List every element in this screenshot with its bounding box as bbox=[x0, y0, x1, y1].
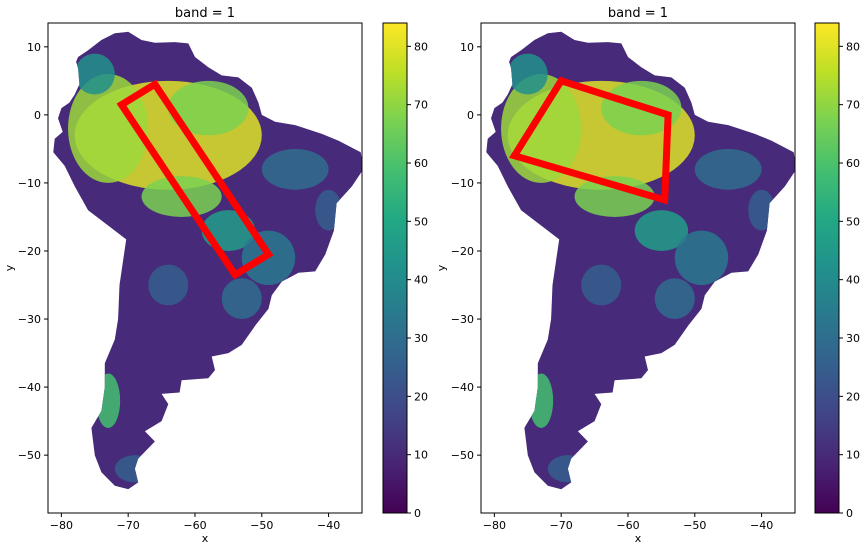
panel-title: band = 1 bbox=[175, 6, 235, 21]
selection-polygon bbox=[508, 76, 672, 205]
y-tick-label: −30 bbox=[451, 313, 474, 326]
value-region bbox=[315, 189, 342, 231]
value-region bbox=[529, 373, 554, 428]
y-tick-label: −10 bbox=[451, 177, 474, 190]
panel-title: band = 1 bbox=[608, 6, 668, 21]
x-axis-ticks: −80 −70 −60 −50 −40 bbox=[50, 513, 340, 532]
value-region bbox=[507, 53, 548, 95]
y-tick-label: 10 bbox=[460, 41, 474, 54]
colorbar bbox=[814, 22, 840, 514]
value-region bbox=[581, 264, 622, 306]
y-axis-ticks: 10 0 −10 −20 −30 −40 −50 bbox=[451, 41, 481, 462]
y-tick-label: −20 bbox=[18, 245, 41, 258]
colorbar-tick-label: 60 bbox=[414, 157, 428, 170]
colorbar bbox=[382, 22, 408, 514]
colorbar-tick-label: 50 bbox=[846, 215, 860, 228]
colorbar-tick-label: 70 bbox=[414, 99, 428, 112]
value-region bbox=[748, 189, 775, 231]
value-region bbox=[694, 148, 762, 190]
y-tick-label: −20 bbox=[451, 245, 474, 258]
plot-frame bbox=[47, 22, 363, 514]
y-tick-label: −30 bbox=[18, 313, 41, 326]
x-tick-label: −60 bbox=[183, 519, 206, 532]
colorbar-tick-label: 80 bbox=[414, 40, 428, 53]
x-tick-label: −40 bbox=[317, 519, 340, 532]
y-tick-label: −10 bbox=[18, 177, 41, 190]
panel-right: band = 1 −80 −70 −60 −50 −40 10 0 −10 −20 −30 −40… bbox=[435, 6, 860, 545]
colorbar-tick-label: 10 bbox=[846, 449, 860, 462]
x-axis-label: x bbox=[202, 532, 209, 545]
value-region bbox=[261, 148, 329, 190]
heatmap-plot bbox=[53, 31, 362, 490]
value-region bbox=[547, 455, 588, 483]
value-region bbox=[74, 53, 115, 95]
y-axis-label: y bbox=[3, 264, 16, 271]
land-raster bbox=[53, 31, 362, 490]
y-tick-label: −40 bbox=[451, 381, 474, 394]
x-axis-ticks: −80 −70 −60 −50 −40 bbox=[483, 513, 773, 532]
selection-polygon bbox=[116, 79, 274, 280]
land-raster bbox=[486, 31, 795, 490]
y-tick-label: −50 bbox=[18, 449, 41, 462]
x-tick-label: −40 bbox=[750, 519, 773, 532]
colorbar-tick-label: 20 bbox=[846, 390, 860, 403]
colorbar-tick-label: 80 bbox=[846, 40, 860, 53]
value-region bbox=[674, 230, 729, 286]
x-tick-label: −50 bbox=[250, 519, 273, 532]
y-axis-label: y bbox=[435, 264, 448, 271]
colorbar-tick-label: 60 bbox=[846, 157, 860, 170]
value-region bbox=[574, 176, 655, 217]
x-tick-label: −70 bbox=[117, 519, 140, 532]
value-region bbox=[634, 210, 689, 251]
colorbar-tick-label: 50 bbox=[414, 215, 428, 228]
colorbar-tick-label: 30 bbox=[846, 332, 860, 345]
x-tick-label: −60 bbox=[616, 519, 639, 532]
value-region bbox=[221, 278, 262, 320]
colorbar-tick-label: 0 bbox=[846, 507, 853, 520]
colorbar-ticks: 0 10 20 30 40 50 60 70 80 bbox=[407, 40, 428, 520]
panel-left: band = 1 −80 −70 −60 −50 −40 10 0 −10 −20 −30 −40… bbox=[3, 6, 428, 545]
colorbar-tick-label: 20 bbox=[414, 390, 428, 403]
colorbar-tick-label: 40 bbox=[414, 274, 428, 287]
value-region bbox=[96, 373, 121, 428]
x-tick-label: −80 bbox=[50, 519, 73, 532]
plot-frame bbox=[480, 22, 796, 514]
heatmap-plot bbox=[486, 31, 795, 490]
y-tick-label: 0 bbox=[34, 109, 41, 122]
colorbar-tick-label: 30 bbox=[414, 332, 428, 345]
x-tick-label: −80 bbox=[483, 519, 506, 532]
y-tick-label: 0 bbox=[467, 109, 474, 122]
value-region bbox=[168, 80, 249, 136]
colorbar-tick-label: 40 bbox=[846, 274, 860, 287]
value-region bbox=[654, 278, 695, 320]
colorbar-ticks: 0 10 20 30 40 50 60 70 80 bbox=[839, 40, 860, 520]
x-tick-label: −50 bbox=[683, 519, 706, 532]
colorbar-tick-label: 70 bbox=[846, 99, 860, 112]
x-tick-label: −70 bbox=[550, 519, 573, 532]
x-axis-label: x bbox=[635, 532, 642, 545]
y-tick-label: −50 bbox=[451, 449, 474, 462]
colorbar-tick-label: 0 bbox=[414, 507, 421, 520]
y-tick-label: −40 bbox=[18, 381, 41, 394]
colorbar-tick-label: 10 bbox=[414, 449, 428, 462]
value-region bbox=[148, 264, 189, 306]
y-axis-ticks: 10 0 −10 −20 −30 −40 −50 bbox=[18, 41, 48, 462]
y-tick-label: 10 bbox=[27, 41, 41, 54]
value-region bbox=[114, 455, 155, 483]
